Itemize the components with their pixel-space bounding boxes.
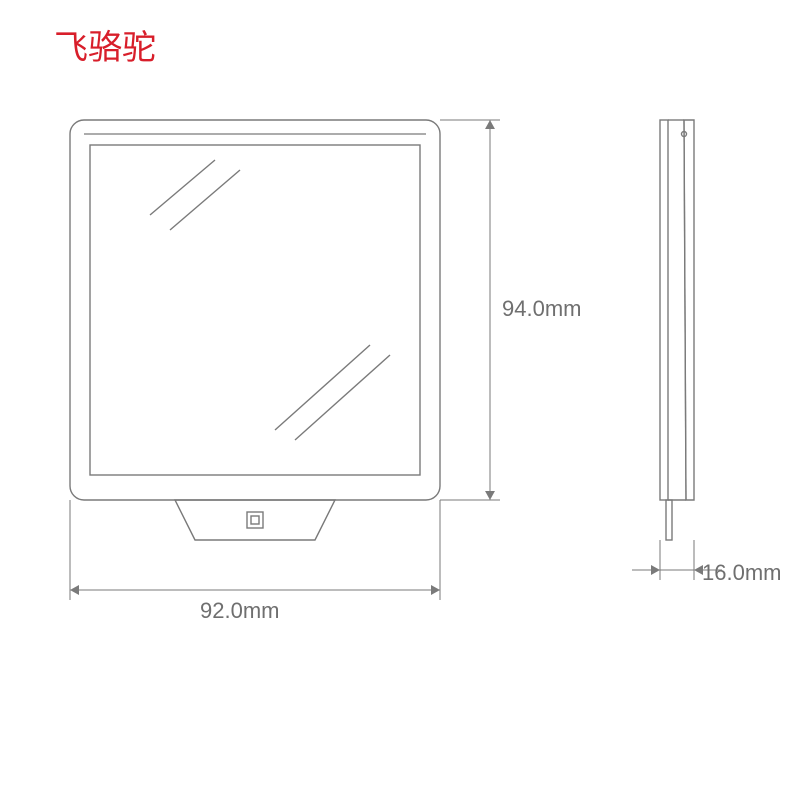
dimension-width-label: 92.0mm: [200, 598, 279, 624]
side-foot: [666, 500, 672, 540]
glare-line-3: [295, 355, 390, 440]
front-button-outer: [247, 512, 263, 528]
side-back-plate: [660, 120, 668, 500]
front-outer-frame: [70, 120, 440, 500]
glare-line-2: [275, 345, 370, 430]
glare-line-1: [170, 170, 240, 230]
technical-drawing-svg: [0, 0, 800, 800]
front-bottom-tab: [175, 500, 335, 540]
glare-line-0: [150, 160, 215, 215]
dimension-height-label: 94.0mm: [502, 296, 581, 322]
diagram-canvas: 飞骆驼 92.0mm 94.0mm 16.0mm: [0, 0, 800, 800]
front-button-inner: [251, 516, 259, 524]
front-glass-panel: [90, 145, 420, 475]
dimension-depth-label: 16.0mm: [702, 560, 781, 586]
